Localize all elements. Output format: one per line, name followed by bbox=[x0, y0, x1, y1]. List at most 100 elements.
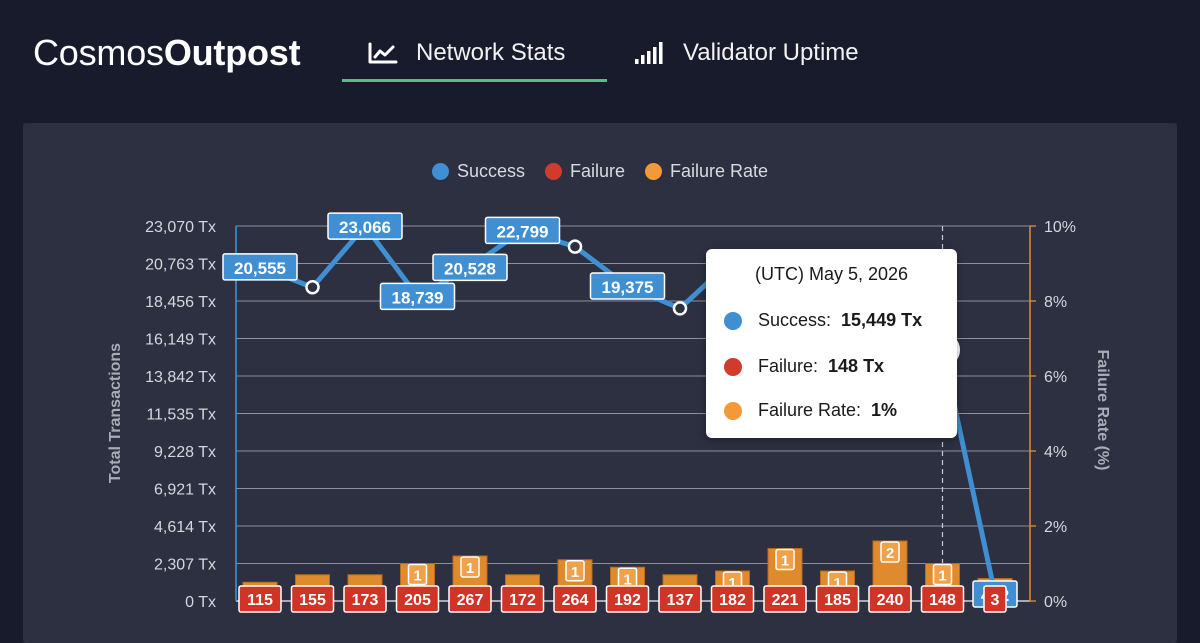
failure-data-label: 182 bbox=[719, 592, 746, 609]
tooltip-row-failure-rate: Failure Rate: 1% bbox=[724, 400, 897, 421]
failure-data-label: 155 bbox=[299, 592, 326, 609]
legend-label-success: Success bbox=[456, 161, 525, 181]
legend-item-failure[interactable]: Failure bbox=[544, 161, 625, 182]
tooltip-dot-failure-rate bbox=[724, 401, 742, 420]
failure-data-label: 172 bbox=[509, 592, 536, 609]
failure-label-box bbox=[710, 585, 755, 613]
y2-tick-label: 2% bbox=[1044, 519, 1067, 536]
y2-tick-label: 10% bbox=[1044, 219, 1076, 236]
tooltip-date: (UTC) May 5, 2026 bbox=[754, 264, 909, 284]
failure-data-label: 264 bbox=[562, 592, 589, 609]
chart-tooltip: (UTC) May 5, 2026 Success: 15,449 Tx Fai… bbox=[706, 249, 957, 438]
failure-label-box bbox=[500, 585, 545, 613]
tooltip-row-success: Success: 15,449 Tx bbox=[724, 310, 922, 331]
failure-rate-label-box bbox=[460, 556, 480, 578]
tab-validator-uptime[interactable]: Validator Uptime bbox=[633, 28, 859, 78]
failure-rate-label: 1 bbox=[466, 560, 474, 577]
y-tick-label: 20,763 Tx bbox=[145, 257, 216, 274]
y-tick-label: 0 Tx bbox=[185, 594, 216, 611]
app-logo[interactable]: CosmosOutpost bbox=[33, 32, 301, 74]
failure-label-box bbox=[343, 585, 387, 613]
failure-label-box bbox=[763, 585, 807, 613]
tab-network-stats[interactable]: Network Stats bbox=[342, 28, 607, 82]
failure-rate-label-box bbox=[407, 563, 428, 586]
success-data-label: 20,555 bbox=[234, 259, 286, 278]
success-label-box bbox=[589, 272, 666, 300]
failure-label-box bbox=[290, 585, 335, 613]
y2-tick-label: 6% bbox=[1044, 369, 1067, 386]
y-tick-label: 9,228 Tx bbox=[154, 444, 216, 461]
failure-rate-label: 1 bbox=[938, 568, 946, 585]
chart-legend: Success Failure Failure Rate bbox=[0, 161, 1200, 182]
success-point[interactable] bbox=[567, 239, 583, 254]
success-label-box bbox=[432, 253, 508, 282]
line-chart-icon bbox=[368, 42, 398, 64]
failure-label-box bbox=[815, 585, 860, 613]
legend-dot-success bbox=[431, 163, 449, 180]
legend-item-failure-rate[interactable]: Failure Rate bbox=[645, 161, 768, 182]
y-tick-label: 2,307 Tx bbox=[154, 557, 216, 574]
y2-tick-label: 4% bbox=[1044, 444, 1067, 461]
failure-label-box bbox=[920, 585, 965, 613]
success-data-label: 18,739 bbox=[392, 288, 444, 307]
failure-data-label: 137 bbox=[667, 592, 694, 609]
tooltip-row-failure: Failure: 148 Tx bbox=[724, 356, 884, 377]
success-label-box bbox=[484, 216, 561, 245]
top-bar: CosmosOutpost Network Stats Validator Up… bbox=[0, 0, 1200, 100]
y-tick-label: 6,921 Tx bbox=[154, 482, 216, 499]
y-tick-label: 4,614 Tx bbox=[154, 519, 216, 536]
failure-data-label: 148 bbox=[929, 592, 956, 609]
failure-rate-label: 1 bbox=[571, 564, 579, 581]
failure-rate-label: 1 bbox=[413, 568, 421, 585]
tooltip-label-success: Success: bbox=[758, 310, 832, 330]
success-label-box bbox=[379, 282, 456, 311]
y-tick-label: 11,535 Tx bbox=[146, 407, 216, 424]
failure-data-label: 115 bbox=[247, 592, 273, 609]
failure-data-label: 267 bbox=[457, 592, 484, 609]
y-tick-label: 13,842 Tx bbox=[145, 369, 216, 386]
failure-rate-label: 1 bbox=[781, 553, 789, 570]
failure-label-box bbox=[868, 585, 912, 613]
failure-label-box bbox=[553, 585, 597, 613]
y-tick-label: 23,070 Tx bbox=[145, 219, 216, 236]
y2-tick-label: 0% bbox=[1044, 594, 1067, 611]
legend-dot-failure-rate bbox=[645, 163, 662, 180]
active-tab-indicator bbox=[342, 79, 607, 82]
failure-data-label: 185 bbox=[824, 592, 851, 609]
success-label-box bbox=[327, 212, 403, 240]
y2-axis-title: Failure Rate (%) bbox=[1094, 350, 1111, 471]
success-data-label: 23,066 bbox=[339, 218, 391, 237]
failure-rate-label-box bbox=[565, 560, 585, 582]
legend-label-failure: Failure bbox=[569, 161, 625, 181]
success-point[interactable] bbox=[672, 301, 688, 316]
failure-rate-label: 1 bbox=[728, 575, 736, 592]
tooltip-value-failure-rate: 1% bbox=[871, 400, 898, 420]
failure-rate-label-box bbox=[932, 563, 953, 586]
failure-rate-label: 1 bbox=[623, 571, 631, 588]
tooltip-label-failure: Failure: bbox=[758, 356, 819, 376]
tab-network-stats-label: Network Stats bbox=[416, 39, 566, 66]
legend-dot-failure bbox=[544, 163, 562, 180]
tooltip-label-failure-rate: Failure Rate: bbox=[758, 400, 862, 420]
failure-rate-label-box bbox=[880, 541, 900, 563]
logo-text-light: Cosmos bbox=[33, 32, 164, 73]
failure-data-label: 192 bbox=[614, 592, 641, 609]
failure-data-label: 221 bbox=[772, 592, 799, 609]
failure-label-box bbox=[448, 585, 492, 613]
legend-item-success[interactable]: Success bbox=[431, 161, 525, 182]
failure-label-box bbox=[983, 585, 1007, 613]
success-point[interactable] bbox=[305, 280, 320, 295]
logo-text-bold: Outpost bbox=[163, 32, 301, 73]
tooltip-dot-failure bbox=[724, 357, 742, 376]
tooltip-value-failure: 148 Tx bbox=[828, 356, 885, 376]
failure-data-label: 205 bbox=[404, 592, 431, 609]
failure-label-box bbox=[395, 585, 440, 613]
failure-label-box bbox=[605, 585, 650, 613]
tooltip-value-success: 15,449 Tx bbox=[841, 310, 923, 330]
tab-validator-uptime-label: Validator Uptime bbox=[683, 39, 859, 66]
bar-signal-icon bbox=[635, 42, 663, 64]
failure-rate-label-box bbox=[775, 548, 795, 571]
y2-tick-label: 8% bbox=[1044, 294, 1067, 311]
y-tick-label: 16,149 Tx bbox=[145, 332, 216, 349]
